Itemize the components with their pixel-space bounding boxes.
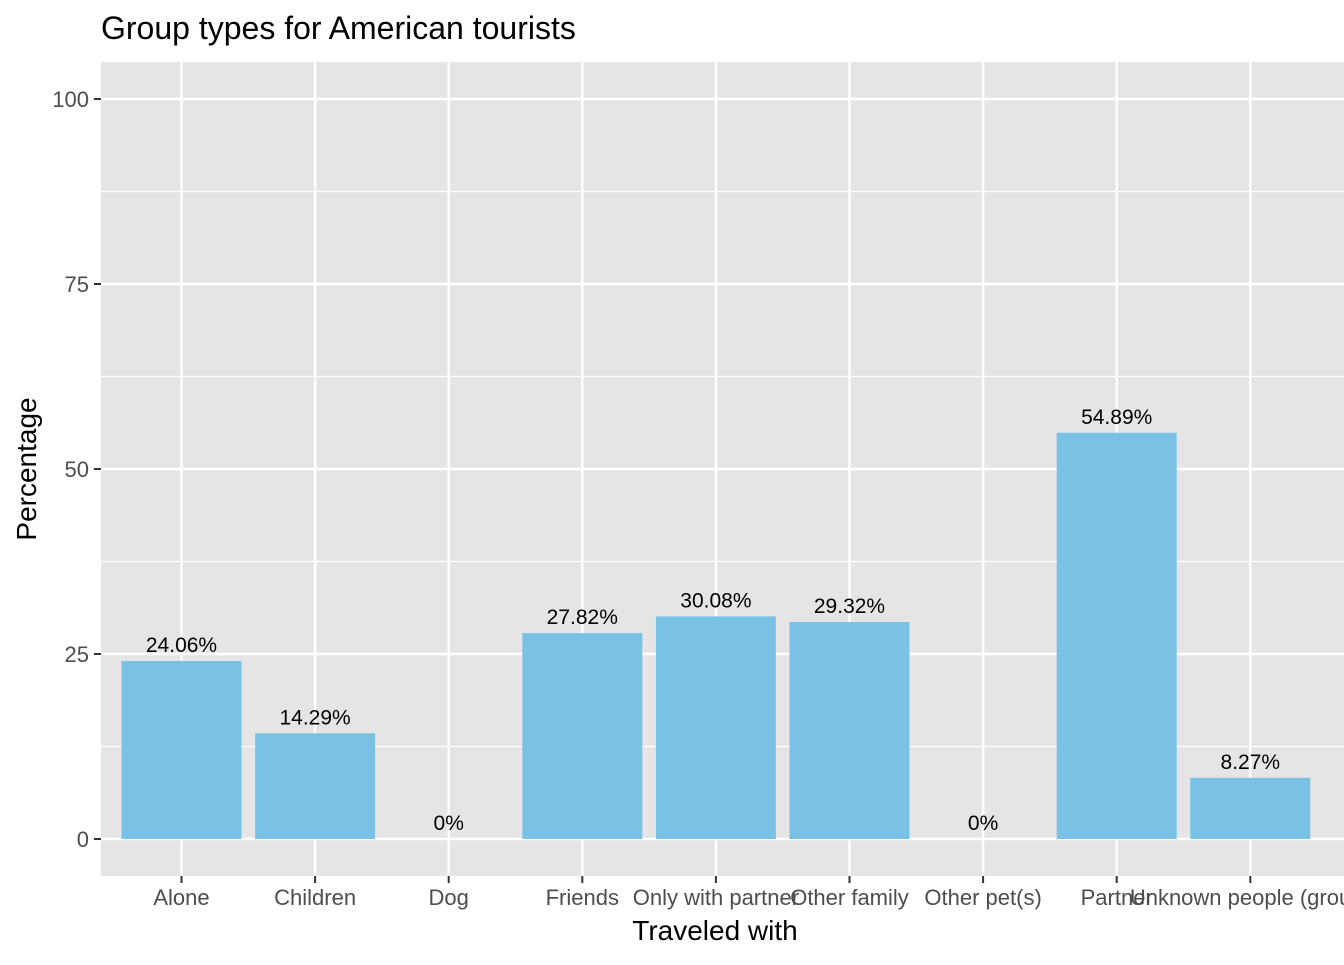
bar-children	[255, 733, 376, 839]
data-label: 0%	[968, 812, 998, 835]
x-tick-label: Only with partner	[633, 885, 799, 910]
data-label: 24.06%	[146, 634, 217, 657]
x-axis-title: Traveled with	[632, 915, 797, 946]
chart-title: Group types for American tourists	[101, 10, 576, 46]
x-tick-label: Friends	[546, 885, 619, 910]
x-tick-label: Children	[274, 885, 356, 910]
data-label: 14.29%	[279, 706, 350, 729]
bars	[121, 432, 1311, 839]
data-label: 27.82%	[547, 606, 618, 629]
bar-other-family	[789, 622, 910, 839]
y-tick-label: 0	[77, 827, 89, 852]
y-axis-title: Percentage	[11, 397, 42, 540]
y-tick-label: 50	[65, 457, 89, 482]
y-tick-label: 100	[52, 87, 89, 112]
y-tick-label: 75	[65, 272, 89, 297]
x-tick-label: Partner	[1081, 885, 1153, 910]
bar-unknown-people-group	[1190, 777, 1311, 839]
y-axis: 0 25 50 75 100	[52, 87, 101, 852]
bar-friends	[522, 633, 643, 839]
bar-alone	[121, 660, 242, 839]
x-tick-label: Other family	[790, 885, 909, 910]
x-axis: Alone Children Dog Friends Only with partner…	[153, 876, 1344, 910]
data-label: 54.89%	[1081, 406, 1152, 429]
x-tick-label: Dog	[429, 885, 469, 910]
x-tick-label: Unknown people (group)	[1130, 885, 1344, 910]
data-label: 30.08%	[680, 589, 751, 612]
x-tick-label: Alone	[153, 885, 209, 910]
bar-partner	[1056, 432, 1177, 839]
data-label: 29.32%	[814, 595, 885, 618]
data-labels: 24.06% 14.29% 0% 27.82% 30.08% 29.32% 0% 54.89%…	[146, 406, 1280, 835]
data-label: 0%	[434, 812, 464, 835]
data-label: 8.27%	[1221, 751, 1281, 774]
y-tick-label: 25	[65, 642, 89, 667]
x-tick-label: Other pet(s)	[924, 885, 1041, 910]
bar-only-with-partner	[655, 616, 776, 839]
